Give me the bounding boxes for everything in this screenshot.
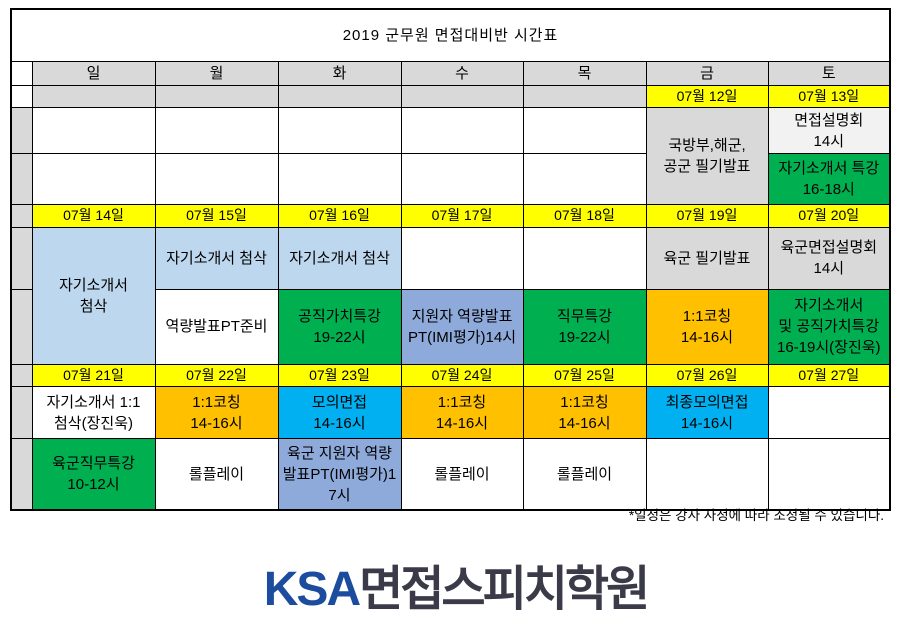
- day-header-mon: 월: [154, 60, 279, 86]
- date-w3-thu: 07월 25일: [522, 363, 647, 388]
- corner-cell: [10, 60, 33, 86]
- cell-w3-tue-top: 모의면접 14-16시: [277, 386, 402, 440]
- date-w1-sun: [31, 84, 156, 109]
- day-header-sat: 토: [767, 60, 891, 86]
- date-w2-sat: 07월 20일: [767, 204, 891, 228]
- date-w1-tue: [277, 84, 402, 109]
- ksa-logo-mark: KSA: [263, 563, 361, 616]
- cell-w3-thu-bottom: 롤플레이: [522, 438, 647, 511]
- cell-w2-tue-bottom: 공직가치특강 19-22시: [277, 288, 402, 365]
- date-w3-fri: 07월 26일: [645, 363, 769, 388]
- cell-w1-sat-bottom: 자기소개서 특강 16-18시: [767, 153, 891, 206]
- cell-w3-tue-bottom: 육군 지원자 역량발표PT(IMI평가)17시: [277, 438, 402, 511]
- cell-w2-wed-top: [400, 226, 524, 290]
- cell-w2-fri-top: 육군 필기발표: [645, 226, 769, 290]
- date-w1-mon: [154, 84, 279, 109]
- cell-w1-tue-top: [277, 107, 402, 155]
- cell-w2-thu-bottom: 직무특강 19-22시: [522, 288, 647, 365]
- date-w3-wed: 07월 24일: [400, 363, 524, 388]
- cell-w2-sat-top: 육군면접설명회 14시: [767, 226, 891, 290]
- cell-w3-sat-bottom: [767, 438, 891, 511]
- rowhead-w1-a: [10, 107, 33, 155]
- date-w1-fri: 07월 12일: [645, 84, 769, 109]
- rowhead-w1-b: [10, 153, 33, 206]
- cell-w1-tue-bottom: [277, 153, 402, 206]
- date-w2-tue: 07월 16일: [277, 204, 402, 228]
- cell-w3-wed-bottom: 롤플레이: [400, 438, 524, 511]
- cell-w2-mon-bottom: 역량발표PT준비: [154, 288, 279, 365]
- cell-w1-wed-top: [400, 107, 524, 155]
- date-w2-fri: 07월 19일: [645, 204, 769, 228]
- cell-w3-sun-top: 자기소개서 1:1 첨삭(장진욱): [31, 386, 156, 440]
- page-title: 2019 군무원 면접대비반 시간표: [10, 8, 891, 62]
- rowhead-w3-b: [10, 438, 33, 511]
- cell-w1-thu-bottom: [522, 153, 647, 206]
- cell-w3-sat-top: [767, 386, 891, 440]
- date-w1-wed: [400, 84, 524, 109]
- cell-w2-sun-merged: 자기소개서 첨삭: [31, 226, 156, 365]
- day-header-sun: 일: [31, 60, 156, 86]
- date-w2-thu: 07월 18일: [522, 204, 647, 228]
- day-header-thu: 목: [522, 60, 647, 86]
- cell-w1-mon-bottom: [154, 153, 279, 206]
- date-w2-sun: 07월 14일: [31, 204, 156, 228]
- cell-w2-fri-bottom: 1:1코칭 14-16시: [645, 288, 769, 365]
- date-w3-sun: 07월 21일: [31, 363, 156, 388]
- rowhead-w2-date: [10, 204, 33, 228]
- day-header-fri: 금: [645, 60, 769, 86]
- ksa-logo: KSA면접스피치학원: [0, 561, 911, 619]
- date-w3-sat: 07월 27일: [767, 363, 891, 388]
- rowhead-w3-a: [10, 386, 33, 440]
- cell-w3-mon-bottom: 롤플레이: [154, 438, 279, 511]
- cell-w2-sat-bottom: 자기소개서 및 공직가치특강 16-19시(장진욱): [767, 288, 891, 365]
- rowhead-w1-date: [10, 84, 33, 109]
- rowhead-w2-a: [10, 226, 33, 290]
- cell-w2-thu-top: [522, 226, 647, 290]
- cell-w1-mon-top: [154, 107, 279, 155]
- cell-w2-wed-bottom: 지원자 역량발표 PT(IMI평가)14시: [400, 288, 524, 365]
- cell-w1-fri-merged: 국방부,해군, 공군 필기발표: [645, 107, 769, 206]
- schedule-disclaimer: *일정은 강사 사정에 따라 조정될 수 있습니다.: [628, 508, 884, 523]
- rowhead-w3-date: [10, 363, 33, 388]
- cell-w1-sun-top: [31, 107, 156, 155]
- date-w3-mon: 07월 22일: [154, 363, 279, 388]
- cell-w2-mon-top: 자기소개서 첨삭: [154, 226, 279, 290]
- day-header-wed: 수: [400, 60, 524, 86]
- day-header-tue: 화: [277, 60, 402, 86]
- date-w3-tue: 07월 23일: [277, 363, 402, 388]
- rowhead-w2-b: [10, 288, 33, 365]
- ksa-logo-academy-name: 면접스피치학원: [359, 563, 650, 616]
- cell-w2-tue-top: 자기소개서 첨삭: [277, 226, 402, 290]
- cell-w1-wed-bottom: [400, 153, 524, 206]
- date-w1-sat: 07월 13일: [767, 84, 891, 109]
- cell-w3-wed-top: 1:1코칭 14-16시: [400, 386, 524, 440]
- date-w1-thu: [522, 84, 647, 109]
- cell-w1-sun-bottom: [31, 153, 156, 206]
- cell-w1-thu-top: [522, 107, 647, 155]
- cell-w3-fri-top: 최종모의면접 14-16시: [645, 386, 769, 440]
- cell-w3-sun-bottom: 육군직무특강 10-12시: [31, 438, 156, 511]
- cell-w3-thu-top: 1:1코칭 14-16시: [522, 386, 647, 440]
- timetable: 2019 군무원 면접대비반 시간표 일 월 화 수 목 금 토 07월 12일…: [10, 8, 892, 511]
- date-w2-mon: 07월 15일: [154, 204, 279, 228]
- cell-w3-fri-bottom: [645, 438, 769, 511]
- cell-w1-sat-top: 면접설명회 14시: [767, 107, 891, 155]
- cell-w3-mon-top: 1:1코칭 14-16시: [154, 386, 279, 440]
- date-w2-wed: 07월 17일: [400, 204, 524, 228]
